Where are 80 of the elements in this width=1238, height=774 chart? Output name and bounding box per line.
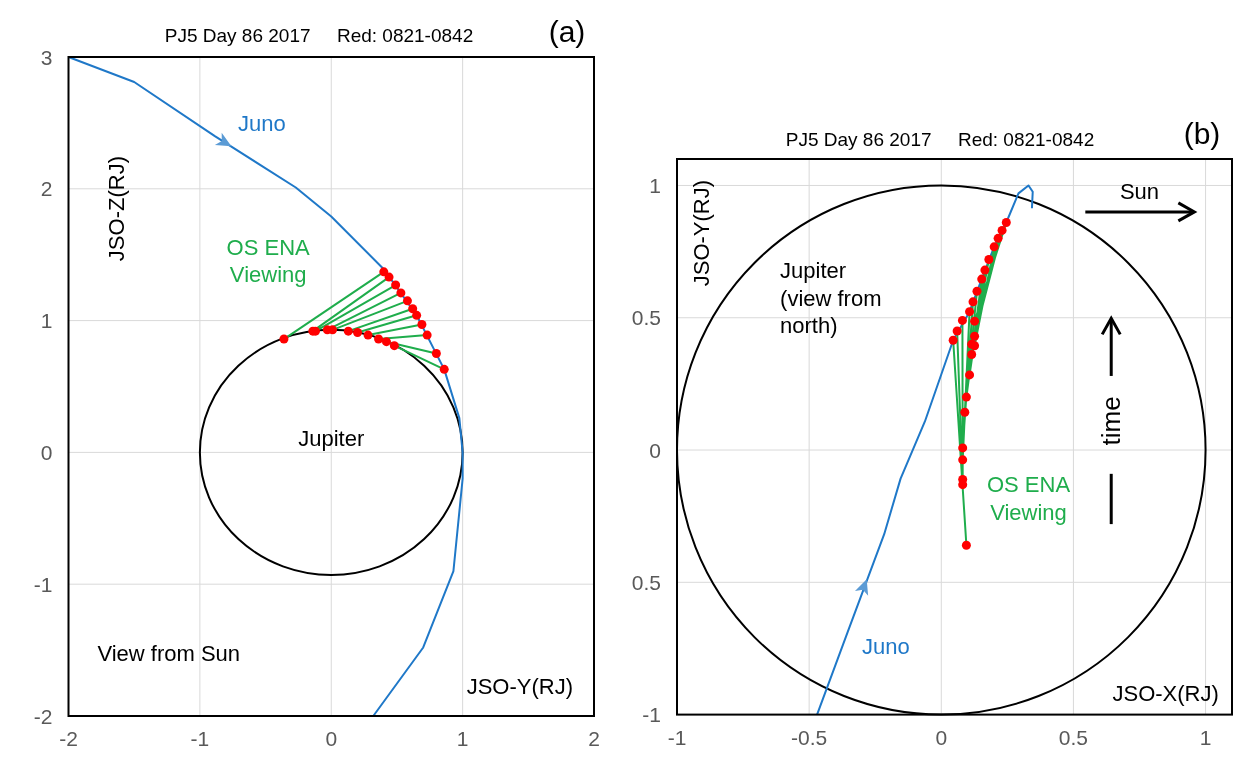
- x-tick-label: -1: [667, 725, 687, 749]
- x-tick-label: 2: [588, 727, 600, 750]
- x-tick-label: 0.5: [1058, 725, 1089, 749]
- point: [439, 364, 449, 374]
- point: [384, 272, 394, 282]
- point: [960, 407, 970, 417]
- y-axis-title: JSO-Y(RJ): [688, 179, 714, 287]
- point: [328, 325, 338, 335]
- point: [958, 443, 968, 453]
- point: [965, 370, 975, 380]
- point: [970, 316, 980, 326]
- x-tick-label: -2: [59, 727, 78, 750]
- point: [402, 296, 412, 306]
- point: [961, 540, 971, 550]
- point: [958, 455, 968, 465]
- point: [968, 297, 978, 307]
- x-axis-title: JSO-Y(RJ): [466, 673, 573, 699]
- annotation: View from Sun: [97, 640, 241, 666]
- x-tick-label: -1: [190, 727, 210, 750]
- y-tick-label: -1: [33, 572, 53, 596]
- point: [965, 307, 975, 317]
- point: [389, 341, 399, 351]
- series-label: Juno: [237, 110, 286, 136]
- point: [977, 274, 987, 284]
- y-tick-label: -1: [642, 703, 661, 727]
- chart-title: PJ5 Day 86 2017 Red: 0821-0842: [164, 24, 474, 46]
- series-label: Juno: [862, 633, 910, 659]
- point: [961, 392, 971, 402]
- y-tick-label: 0.5: [631, 306, 661, 330]
- x-tick-label: 1: [1199, 725, 1212, 749]
- point: [353, 327, 363, 337]
- y-tick-label: 1: [649, 173, 661, 197]
- x-axis-title: JSO-X(RJ): [1112, 680, 1219, 706]
- point: [948, 335, 958, 345]
- point: [957, 315, 967, 325]
- point: [993, 233, 1003, 243]
- point: [391, 280, 401, 290]
- annotation: Jupiter: [298, 425, 365, 451]
- y-tick-label: 0: [649, 438, 661, 462]
- point: [970, 331, 980, 341]
- line-series: [67, 56, 464, 717]
- point: [997, 225, 1007, 235]
- point: [279, 334, 289, 344]
- point: [431, 349, 441, 359]
- text: (a): [548, 14, 586, 48]
- point: [989, 242, 999, 252]
- y-tick-label: 3: [40, 45, 53, 69]
- point: [374, 334, 384, 344]
- point: [1001, 218, 1011, 227]
- point: [417, 320, 427, 330]
- x-tick-label: -0.5: [791, 725, 828, 749]
- annotation: Jupiter (view from north): [780, 257, 882, 338]
- point: [408, 304, 418, 314]
- point: [381, 337, 391, 347]
- point: [980, 265, 990, 275]
- annotation: Sun: [1119, 178, 1160, 204]
- point: [952, 326, 962, 336]
- y-tick-label: -2: [33, 704, 53, 728]
- text: (b): [1183, 116, 1221, 150]
- x-tick-label: 1: [456, 727, 469, 750]
- x-tick-label: 0: [935, 725, 948, 749]
- chart-title: PJ5 Day 86 2017 Red: 0821-0842: [785, 128, 1095, 150]
- point: [984, 255, 994, 265]
- series-label: OS ENA Viewing: [226, 234, 311, 287]
- point: [422, 330, 432, 340]
- y-axis-title: JSO-Z(RJ): [103, 156, 129, 262]
- point: [363, 330, 373, 340]
- x-tick-label: 0: [325, 727, 338, 750]
- point: [379, 267, 389, 277]
- y-tick-label: 1: [40, 309, 53, 333]
- y-tick-label: 0.5: [631, 570, 661, 594]
- point: [967, 350, 977, 360]
- point: [972, 286, 982, 296]
- point: [343, 326, 353, 336]
- series-label: OS ENA Viewing: [986, 471, 1071, 525]
- y-tick-label: 0: [40, 440, 53, 464]
- point: [396, 288, 406, 298]
- y-tick-label: 2: [40, 177, 53, 201]
- point: [412, 310, 422, 320]
- annotation: time: [1096, 396, 1127, 446]
